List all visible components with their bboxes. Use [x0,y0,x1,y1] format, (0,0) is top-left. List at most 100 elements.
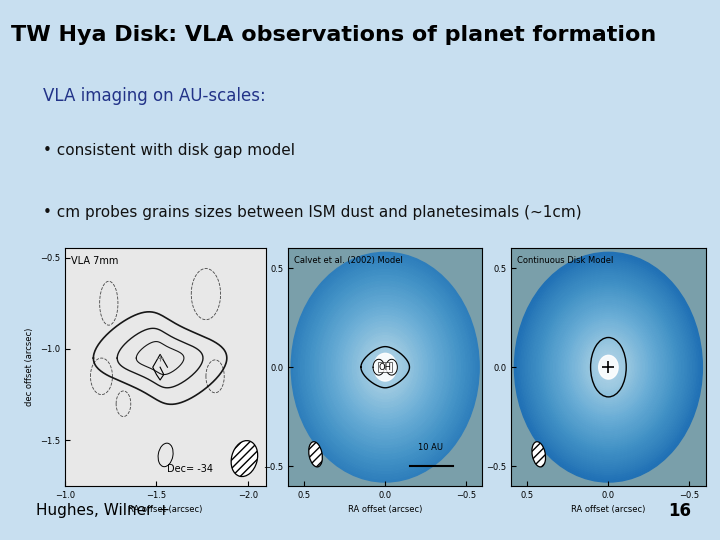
Ellipse shape [231,441,258,476]
Circle shape [541,285,676,449]
Circle shape [317,284,454,450]
Text: Continuous Disk Model: Continuous Disk Model [517,255,613,265]
Circle shape [310,275,460,459]
Circle shape [320,287,451,448]
Circle shape [552,298,665,436]
Circle shape [539,283,678,451]
Circle shape [301,264,469,470]
Text: OH: OH [379,363,392,372]
Circle shape [357,333,413,402]
Circle shape [519,258,698,476]
Circle shape [538,281,679,453]
Circle shape [558,306,659,428]
Text: TW Hya Disk: VLA observations of planet formation: TW Hya Disk: VLA observations of planet … [11,25,656,45]
Text: Dec= -34: Dec= -34 [167,464,213,474]
Circle shape [374,353,397,381]
Circle shape [531,273,685,461]
Text: 16: 16 [668,502,691,520]
Circle shape [369,347,402,387]
Circle shape [555,302,662,433]
Circle shape [606,363,611,371]
Circle shape [590,344,627,390]
Circle shape [580,333,636,402]
Circle shape [544,289,672,446]
Circle shape [322,289,449,445]
Circle shape [307,273,463,462]
Circle shape [303,267,467,468]
Circle shape [571,321,646,413]
Circle shape [350,324,420,410]
Circle shape [579,331,638,403]
Circle shape [518,256,699,478]
Circle shape [546,291,671,444]
Circle shape [378,359,392,376]
Circle shape [588,342,629,392]
Circle shape [594,350,623,384]
Circle shape [593,348,624,386]
Circle shape [336,307,435,428]
Circle shape [577,329,640,406]
Circle shape [298,261,472,474]
Circle shape [348,321,423,413]
Circle shape [352,327,418,407]
Circle shape [516,254,701,480]
Circle shape [583,336,634,398]
Y-axis label: dec offset (arcsec): dec offset (arcsec) [25,328,35,407]
Circle shape [557,304,660,430]
Circle shape [575,327,642,407]
Circle shape [567,318,649,417]
Circle shape [602,360,615,375]
Circle shape [574,325,643,409]
Circle shape [585,339,632,396]
Circle shape [564,314,652,421]
Circle shape [566,315,651,419]
Circle shape [305,269,465,465]
Circle shape [291,252,480,482]
Circle shape [527,268,690,467]
Circle shape [526,266,691,469]
Circle shape [331,301,439,433]
Circle shape [551,296,666,438]
Circle shape [359,336,411,399]
Circle shape [598,355,618,379]
Circle shape [380,361,390,373]
Circle shape [341,313,430,422]
Circle shape [535,277,682,457]
Circle shape [598,354,619,381]
Circle shape [534,275,683,459]
Circle shape [543,287,674,448]
Circle shape [355,330,415,404]
Circle shape [560,308,657,427]
Circle shape [549,294,668,440]
Circle shape [547,293,670,442]
Circle shape [329,298,441,436]
Circle shape [376,356,395,379]
Circle shape [591,346,626,388]
Circle shape [522,262,695,472]
Circle shape [524,264,693,470]
Circle shape [587,340,630,394]
Ellipse shape [309,442,323,467]
Circle shape [374,353,397,382]
Circle shape [333,304,437,430]
Circle shape [603,361,613,373]
Circle shape [346,319,425,416]
Text: • cm probes grains sizes between ISM dust and planetesimals (~1cm): • cm probes grains sizes between ISM dus… [43,205,582,220]
Circle shape [338,310,432,424]
Circle shape [599,356,618,379]
Circle shape [315,281,456,453]
Circle shape [364,341,406,393]
Circle shape [596,352,621,382]
Text: Hughes, Wilner +: Hughes, Wilner + [36,503,170,518]
Circle shape [514,252,703,482]
Circle shape [528,269,688,465]
Circle shape [366,344,404,390]
Circle shape [294,255,477,479]
Text: VLA 7mm: VLA 7mm [71,255,118,266]
Text: Calvet et al. (2002) Model: Calvet et al. (2002) Model [294,255,402,265]
Circle shape [570,319,647,415]
Circle shape [521,260,696,474]
Circle shape [572,323,644,411]
Circle shape [563,312,654,423]
Circle shape [582,335,635,400]
